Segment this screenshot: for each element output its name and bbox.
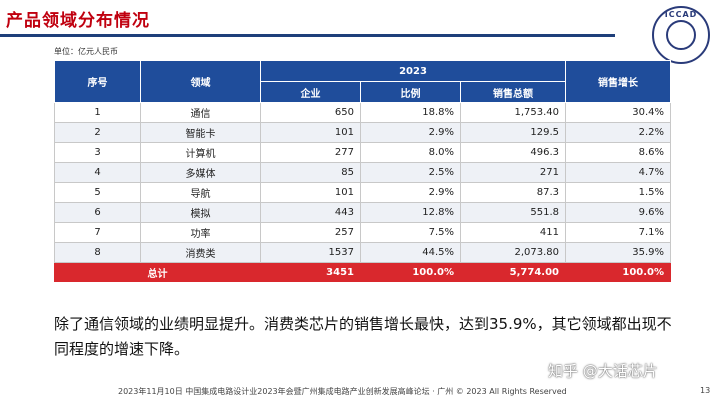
cell-sales: 129.5 [459,122,567,143]
cell-field: 智能卡 [140,122,261,143]
header-enterprise: 企业 [260,81,361,103]
cell-growth: 8.6% [565,142,672,163]
cell-enterprise: 650 [260,102,361,123]
total-row: 总计 3451 100.0% 5,774.00 100.0% [54,262,672,282]
header-field: 领域 [140,60,261,103]
cell-field: 功率 [140,222,261,243]
cell-ratio: 7.5% [360,222,461,243]
logo-emblem [666,20,696,50]
table-row: 1 通信 650 18.8% 1,753.40 30.4% [54,102,672,123]
cell-ratio: 8.0% [360,142,461,163]
unit-label: 单位：亿元人民币 [54,47,118,56]
cell-index: 1 [54,102,141,123]
cell-growth: 35.9% [565,242,672,263]
cell-ratio: 2.9% [360,182,461,203]
table-row: 3 计算机 277 8.0% 496.3 8.6% [54,142,672,163]
cell-index: 2 [54,122,141,143]
table-row: 5 导航 101 2.9% 87.3 1.5% [54,182,672,203]
cell-growth: 1.5% [565,182,672,203]
total-enterprise: 3451 [260,262,361,282]
cell-enterprise: 257 [260,222,361,243]
cell-sales: 87.3 [459,182,567,203]
cell-field: 通信 [140,102,261,123]
cell-growth: 7.1% [565,222,672,243]
total-growth: 100.0% [565,262,672,282]
header-year: 2023 [259,60,567,82]
page-number: 13 [700,386,711,395]
table-row: 2 智能卡 101 2.9% 129.5 2.2% [54,122,672,143]
cell-index: 6 [54,202,141,223]
cell-enterprise: 443 [260,202,361,223]
table-row: 4 多媒体 85 2.5% 271 4.7% [54,162,672,183]
cell-field: 模拟 [140,202,261,223]
cell-ratio: 2.9% [360,122,461,143]
total-label: 总计 [54,262,261,282]
cell-index: 8 [54,242,141,263]
cell-growth: 2.2% [565,122,672,143]
watermark: 知乎 @大话芯片 [548,362,658,380]
cell-ratio: 44.5% [360,242,461,263]
cell-growth: 9.6% [565,202,672,223]
cell-enterprise: 85 [260,162,361,183]
header-ratio: 比例 [360,81,461,103]
cell-sales: 1,753.40 [459,102,567,123]
cell-index: 7 [54,222,141,243]
cell-growth: 4.7% [565,162,672,183]
header-index: 序号 [54,60,141,103]
title-underline [0,34,615,37]
cell-field: 消费类 [140,242,261,263]
table-row: 8 消费类 1537 44.5% 2,073.80 35.9% [54,242,672,263]
cell-sales: 271 [459,162,567,183]
product-field-table: 序号 领域 2023 销售增长 企业 比例 销售总额 1 通信 650 18.8… [54,60,672,282]
cell-field: 计算机 [140,142,261,163]
total-ratio: 100.0% [360,262,461,282]
cell-index: 4 [54,162,141,183]
cell-sales: 551.8 [459,202,567,223]
cell-index: 3 [54,142,141,163]
cell-sales: 2,073.80 [459,242,567,263]
header-sales: 销售总额 [459,81,567,103]
cell-enterprise: 277 [260,142,361,163]
cell-field: 导航 [140,182,261,203]
table-row: 7 功率 257 7.5% 411 7.1% [54,222,672,243]
cell-ratio: 12.8% [360,202,461,223]
total-sales: 5,774.00 [459,262,567,282]
cell-field: 多媒体 [140,162,261,183]
logo-text: ICCAD [664,10,698,19]
table-row: 6 模拟 443 12.8% 551.8 9.6% [54,202,672,223]
header-growth: 销售增长 [565,60,672,103]
cell-ratio: 2.5% [360,162,461,183]
cell-sales: 411 [459,222,567,243]
cell-index: 5 [54,182,141,203]
footer-text: 2023年11月10日 中国集成电路设计业2023年会暨广州集成电路产业创新发展… [118,387,567,396]
cell-growth: 30.4% [565,102,672,123]
cell-sales: 496.3 [459,142,567,163]
page-title: 产品领域分布情况 [6,11,150,31]
summary-text: 除了通信领域的业绩明显提升。消费类芯片的销售增长最快，达到35.9%，其它领域都… [54,315,672,358]
cell-ratio: 18.8% [360,102,461,123]
cell-enterprise: 101 [260,182,361,203]
cell-enterprise: 1537 [260,242,361,263]
cell-enterprise: 101 [260,122,361,143]
iccad-logo-icon: ICCAD [652,6,710,64]
